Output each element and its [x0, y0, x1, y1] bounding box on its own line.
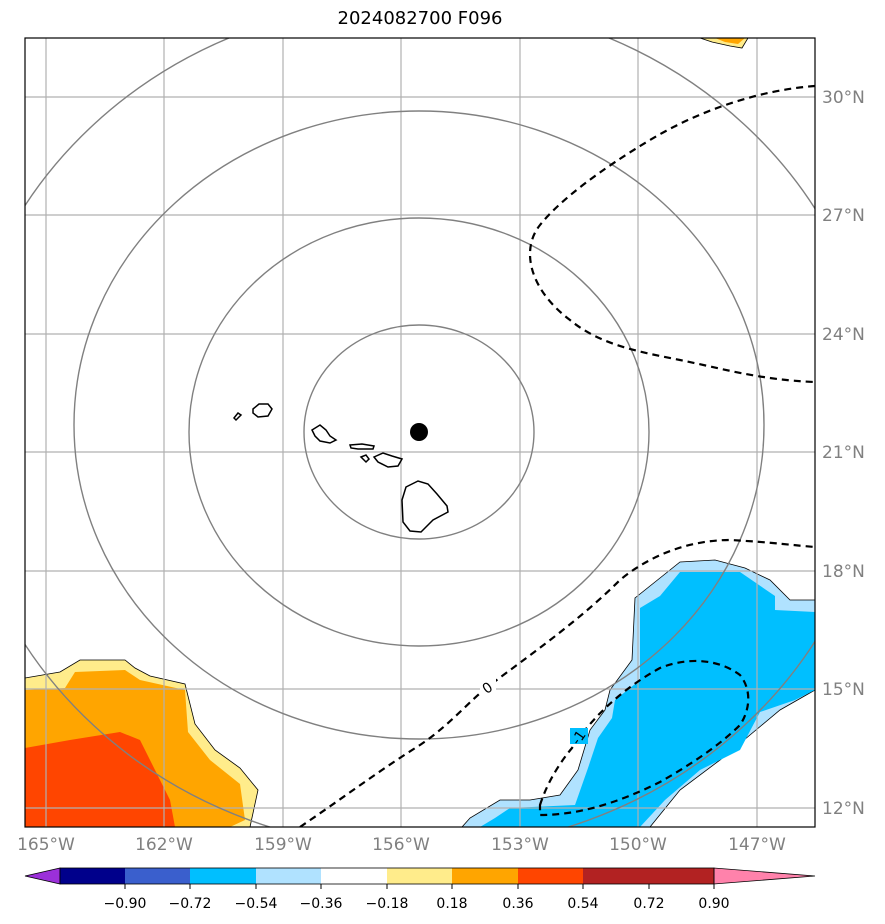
colorbar-under-arrow — [24, 867, 61, 885]
center-point-marker — [410, 423, 428, 441]
lon-label-153w: 153°W — [491, 835, 549, 855]
colorbar-tick-marks — [124, 884, 715, 889]
contour-label-bg-1 — [570, 728, 588, 744]
contour-lines — [299, 84, 815, 827]
lon-label-150w: 150°W — [609, 835, 667, 855]
shaded-region-072 — [25, 732, 175, 827]
colorbar-bin-8 — [518, 868, 583, 884]
lat-label-12n: 12°N — [822, 799, 865, 819]
colorbar: −0.90 −0.72 −0.54 −0.36 −0.18 0.18 0.36 … — [24, 867, 816, 912]
colorbar-bin-3 — [190, 868, 256, 884]
lon-label-165w: 165°W — [17, 835, 75, 855]
colorbar-bin-2 — [125, 868, 190, 884]
lat-label-18n: 18°N — [822, 562, 865, 582]
lon-label-156w: 156°W — [372, 835, 430, 855]
lat-label-30n: 30°N — [822, 88, 865, 108]
range-rings — [25, 38, 815, 827]
colorbar-over-arrow — [713, 867, 816, 885]
colorbar-bin-9 — [583, 868, 649, 884]
colorbar-tick-label: −0.54 — [235, 896, 278, 912]
colorbar-tick-label: 0.90 — [698, 896, 729, 912]
colorbar-bin-5 — [321, 868, 387, 884]
lon-label-159w: 159°W — [254, 835, 312, 855]
colorbar-tick-label: 0.54 — [567, 896, 598, 912]
molokai-island — [348, 443, 375, 450]
shaded-region-036 — [480, 572, 815, 827]
niihau-island — [232, 411, 243, 422]
oahu-island — [311, 424, 338, 444]
colorbar-tick-label: 0.72 — [633, 896, 664, 912]
colorbar-bin-7 — [452, 868, 518, 884]
lon-label-162w: 162°W — [135, 835, 193, 855]
colorbar-bin-4 — [256, 868, 321, 884]
kauai-island — [252, 403, 273, 418]
colorbar-tick-label: −0.72 — [169, 896, 212, 912]
graticule — [25, 38, 815, 827]
lon-label-147w: 147°W — [728, 835, 786, 855]
map-title: 2024082700 F096 — [337, 8, 503, 29]
shaded-region-top-054 — [715, 38, 745, 44]
maui-island — [372, 452, 404, 468]
map-border — [24, 37, 816, 828]
colorbar-tick-label: 0.18 — [436, 896, 467, 912]
colorbar-bin-6 — [387, 868, 452, 884]
colorbar-bin-10 — [649, 868, 714, 884]
contour-label-bg-0 — [480, 678, 496, 694]
lat-label-24n: 24°N — [822, 325, 865, 345]
lat-label-15n: 15°N — [822, 680, 865, 700]
colorbar-tick-label: −0.18 — [366, 896, 409, 912]
big-island — [401, 480, 449, 533]
colorbar-bin-1 — [60, 868, 125, 884]
colorbar-tick-label: −0.90 — [104, 896, 147, 912]
colorbar-tick-label: 0.36 — [502, 896, 533, 912]
colorbar-tick-label: −0.36 — [300, 896, 343, 912]
lat-label-21n: 21°N — [822, 443, 865, 463]
hawaii-coastlines — [232, 403, 449, 533]
lanai-island — [359, 454, 370, 464]
lat-label-27n: 27°N — [822, 206, 865, 226]
